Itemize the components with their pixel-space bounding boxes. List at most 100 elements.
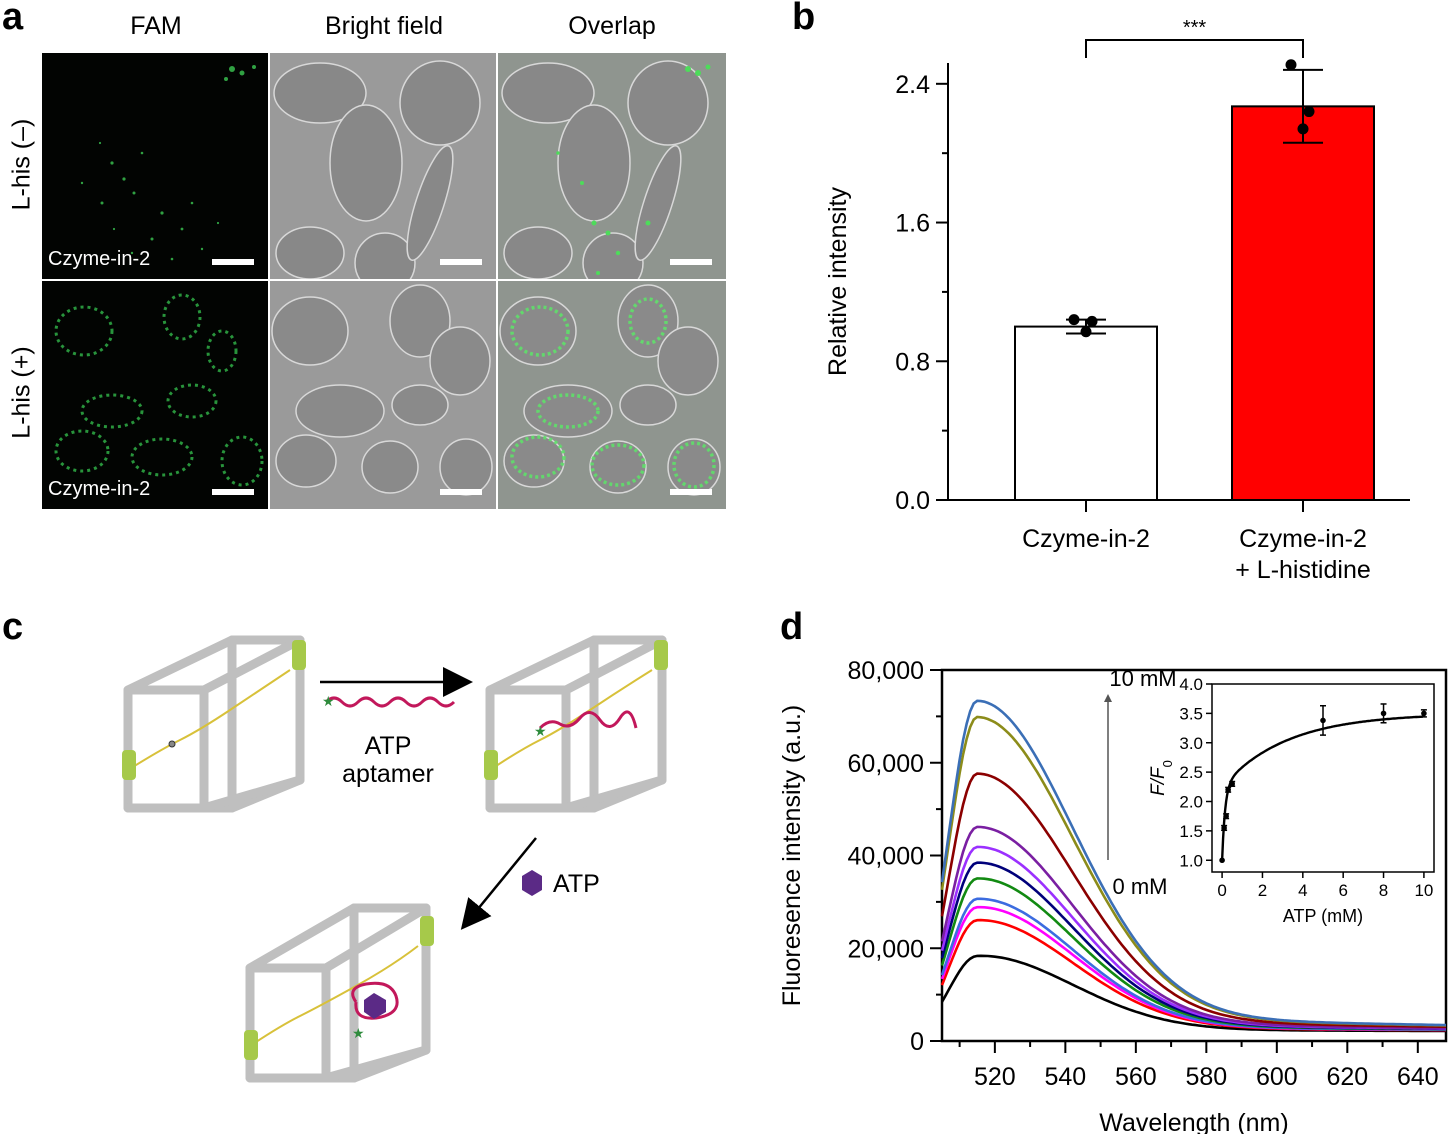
y-tick-label: 1.6 xyxy=(895,210,930,238)
scale-bar xyxy=(440,489,482,495)
inset-x-tick-label: 6 xyxy=(1338,881,1347,900)
significance-label: *** xyxy=(1183,17,1207,39)
inset-y-tick-label: 2.5 xyxy=(1179,763,1203,782)
inset-data-point xyxy=(1219,857,1225,864)
inset-data-point xyxy=(1225,786,1231,793)
helix-coil-1 xyxy=(122,640,306,780)
data-point xyxy=(1068,314,1080,326)
spectrum-line xyxy=(940,845,1446,1030)
dna-cage-1 xyxy=(123,635,305,813)
x-tick-label: 600 xyxy=(1256,1063,1298,1091)
arrow-top-label: 10 mM xyxy=(1109,666,1176,691)
atp-label: ATP xyxy=(553,870,600,898)
x-tick-label: 520 xyxy=(974,1063,1016,1091)
aptamer-strand xyxy=(324,696,456,708)
x-tick-label: Czyme-in-2 xyxy=(1239,525,1367,553)
x-tick-label: 640 xyxy=(1397,1063,1439,1091)
x-axis-label: Wavelength (nm) xyxy=(1099,1109,1288,1134)
y-tick-label: 20,000 xyxy=(848,935,924,963)
row-label-lhis-minus: L-his (–) xyxy=(7,118,36,211)
fluorophore-star: ★ xyxy=(322,693,335,709)
inset-x-tick-label: 2 xyxy=(1258,881,1267,900)
scale-bar xyxy=(670,259,712,265)
significance-bracket xyxy=(1085,39,1304,58)
atp-hexagon xyxy=(522,870,542,896)
fam-rings-image xyxy=(54,293,264,487)
aptamer-label-line2: aptamer xyxy=(342,760,434,788)
inset-y-tick-label: 3.5 xyxy=(1179,704,1203,723)
micrograph-brightfield-lhis-minus xyxy=(270,53,496,279)
brightfield-cells-image xyxy=(271,284,493,496)
inset-data-point xyxy=(1320,717,1326,724)
inset-data-point xyxy=(1223,813,1229,819)
scale-bar xyxy=(440,259,482,265)
y-tick-label: 40,000 xyxy=(848,843,924,871)
svg-text:★: ★ xyxy=(352,1025,365,1041)
data-point xyxy=(1285,59,1297,71)
scale-bar xyxy=(212,489,254,495)
scheme-diagram: ★ ATP aptamer ★ ATP ★ xyxy=(122,635,668,1083)
spectra-chart: 0 20,000 40,000 60,000 80,000 520 540 560 580 600… xyxy=(778,657,1448,1134)
brightfield-cells-image xyxy=(273,60,481,279)
x-tick-label: 540 xyxy=(1044,1063,1086,1091)
aptamer-label-line1: ATP xyxy=(365,732,412,760)
bar xyxy=(1014,325,1158,502)
panel-a-letter: a xyxy=(2,0,24,38)
dna-cage-3 xyxy=(245,903,431,1083)
inset-y-tick-label: 4.0 xyxy=(1179,675,1203,694)
y-axis-label: Fluoresence intensity (a.u.) xyxy=(778,705,806,1007)
inset-y-tick-label: 1.0 xyxy=(1179,851,1203,870)
spectrum-line xyxy=(940,699,1447,1027)
bar xyxy=(1231,105,1375,501)
row-label-lhis-plus: L-his (+) xyxy=(7,346,36,439)
inset-x-tick-label: 4 xyxy=(1298,881,1307,900)
overlap-image xyxy=(501,60,711,279)
inset-data-point xyxy=(1421,710,1427,717)
scale-bar xyxy=(670,489,712,495)
fam-speckle-image xyxy=(80,65,256,261)
y-tick-label: 2.4 xyxy=(895,71,930,99)
y-tick-label: 60,000 xyxy=(848,750,924,778)
inset-x-tick-label: 10 xyxy=(1414,881,1433,900)
scale-bar xyxy=(212,259,254,265)
x-tick-label: 580 xyxy=(1185,1063,1227,1091)
spectrum-line xyxy=(940,772,1446,1028)
overlap-image xyxy=(499,284,721,496)
y-tick-label: 0.8 xyxy=(895,348,930,376)
micrograph-overlap-lhis-minus xyxy=(498,53,726,279)
x-tick-label: + L-histidine xyxy=(1235,556,1371,584)
column-header-bright-field: Bright field xyxy=(324,12,444,40)
inset-x-tick-label: 0 xyxy=(1217,881,1226,900)
inset-y-tick-label: 1.5 xyxy=(1179,822,1203,841)
inset-data-point xyxy=(1221,825,1227,831)
cell-label: Czyme-in-2 xyxy=(48,478,151,500)
panel-c-letter: c xyxy=(2,606,24,648)
spectrum-line xyxy=(940,877,1447,1031)
y-tick-label: 80,000 xyxy=(848,657,924,685)
data-point xyxy=(1086,315,1098,327)
inset-x-axis-label: ATP (mM) xyxy=(1283,906,1363,926)
inset-x-tick-label: 8 xyxy=(1379,881,1388,900)
inset-data-point xyxy=(1229,781,1235,787)
bar-chart: 0.0 0.8 1.6 2.4 Relative intensity Czyme-in-2… xyxy=(824,17,1410,584)
x-tick-label: Czyme-in-2 xyxy=(1022,525,1150,553)
x-tick-label: 560 xyxy=(1115,1063,1157,1091)
inset-y-tick-label: 2.0 xyxy=(1179,793,1203,812)
x-tick-label: 620 xyxy=(1326,1063,1368,1091)
inset-data-point xyxy=(1380,710,1387,717)
micrograph-brightfield-lhis-plus xyxy=(270,281,496,509)
svg-text:★: ★ xyxy=(534,723,547,739)
dna-cage-2 xyxy=(485,635,667,813)
arrow-head xyxy=(1104,694,1112,702)
inset-y-tick-label: 3.0 xyxy=(1179,734,1203,753)
column-header-fam: FAM xyxy=(130,12,182,40)
panel-b-letter: b xyxy=(792,0,816,38)
arrow-bottom-label: 0 mM xyxy=(1113,874,1168,899)
panel-d-letter: d xyxy=(780,606,804,648)
y-tick-label: 0.0 xyxy=(895,487,930,515)
micrograph-fam-lhis-minus: Czyme-in-2 xyxy=(42,53,268,279)
dna-helix-1 xyxy=(127,669,291,771)
cell-label: Czyme-in-2 xyxy=(48,248,151,270)
micrograph-overlap-lhis-plus xyxy=(498,281,726,509)
spectrum-line xyxy=(940,825,1447,1030)
